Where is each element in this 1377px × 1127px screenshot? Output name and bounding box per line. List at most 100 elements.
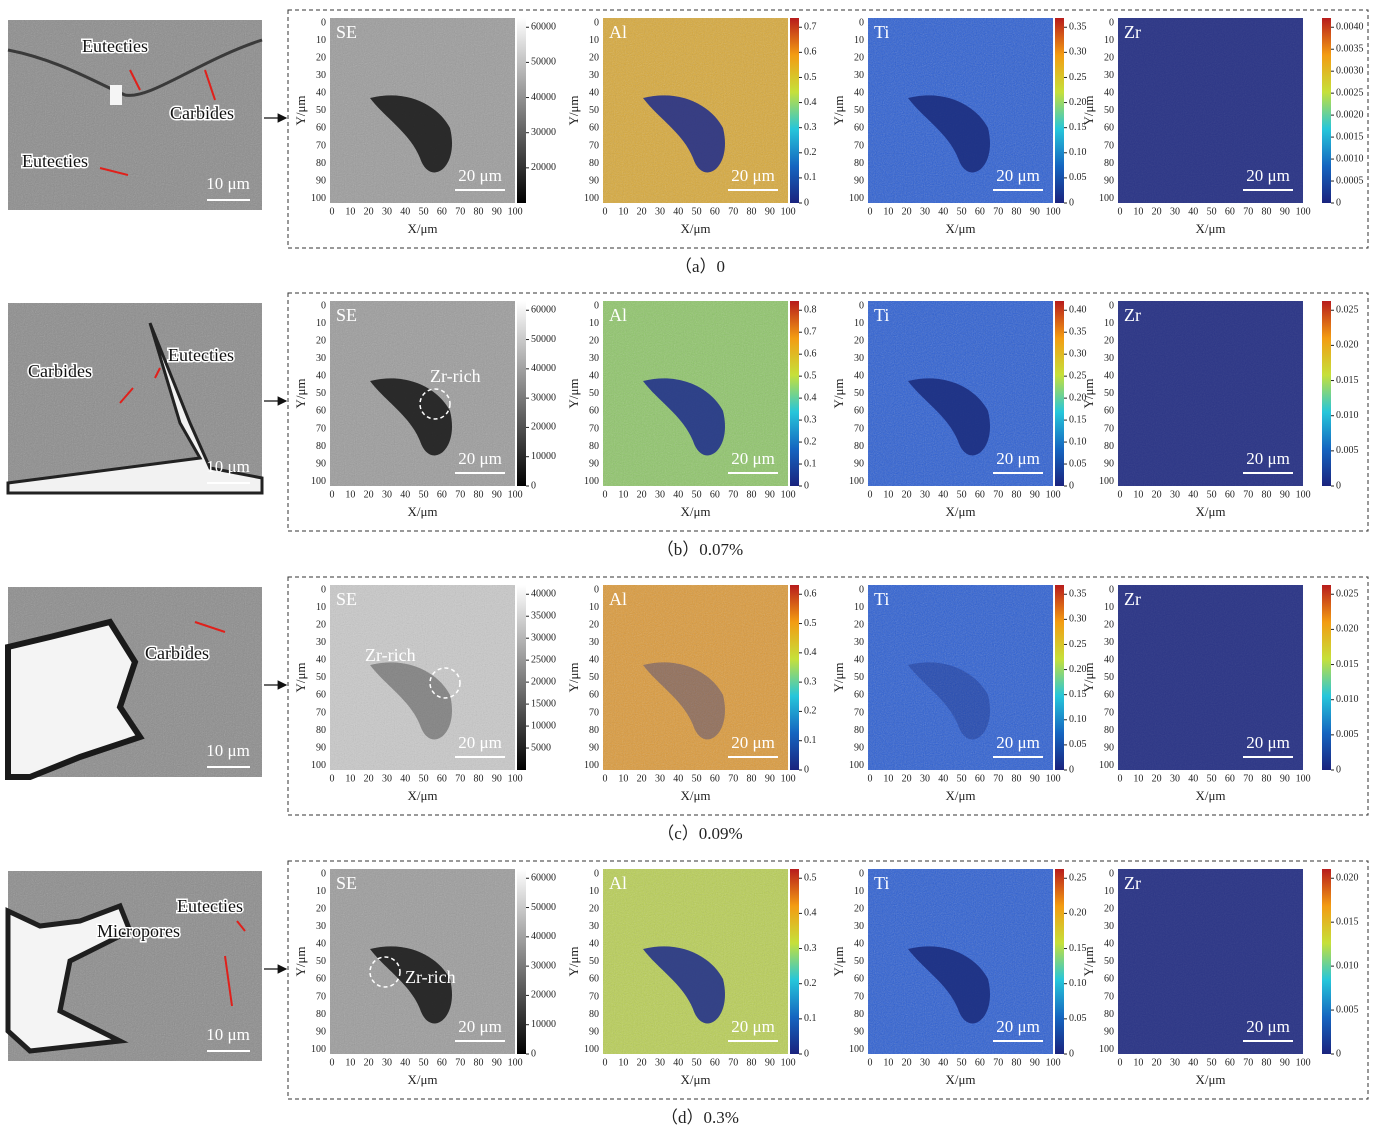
colorbar-tick-label: 0.1 [804,458,817,469]
y-axis-label: Y/μm [831,946,846,976]
y-tick-label: 30 [854,353,864,364]
colorbar-tick-label: 0.35 [1069,589,1087,600]
colorbar [1055,18,1064,203]
colorbar-tick-label: 0.1 [804,172,817,183]
x-tick-label: 60 [710,1057,720,1068]
y-tick-label: 70 [1104,423,1114,434]
colorbar-tick-label: 0.2 [804,978,817,989]
x-tick-label: 40 [400,1057,410,1068]
y-tick-label: 90 [589,175,599,186]
colorbar-tick-label: 0.5 [804,72,817,83]
y-tick-label: 40 [589,939,599,950]
y-tick-label: 20 [854,619,864,630]
x-tick-label: 60 [1225,206,1235,217]
x-tick-label: 40 [938,1057,948,1068]
x-tick-label: 30 [920,1057,930,1068]
x-tick-label: 40 [1188,206,1198,217]
colorbar-tick-label: 0.3 [804,943,817,954]
x-tick-label: 20 [637,1057,647,1068]
caption: （c）0.09% [657,824,742,843]
x-tick-label: 40 [938,773,948,784]
map-scale-label: 20 μm [458,449,502,468]
x-tick-label: 70 [993,206,1003,217]
x-tick-label: 10 [883,773,893,784]
colorbar-tick-label: 0.10 [1069,147,1087,158]
x-tick-label: 20 [364,773,374,784]
colorbar-tick-label: 0.10 [1069,714,1087,725]
y-tick-label: 0 [859,584,864,595]
x-tick-label: 10 [1133,206,1143,217]
overview-label: Eutecties [177,896,243,916]
x-tick-label: 30 [382,773,392,784]
overview-scale-label: 10 μm [206,741,250,760]
colorbar-tick-label: 50000 [531,57,556,68]
y-tick-label: 30 [589,353,599,364]
x-tick-label: 30 [382,206,392,217]
x-tick-label: 50 [1207,1057,1217,1068]
colorbar-tick-label: 0.3 [804,122,817,133]
x-tick-label: 10 [618,206,628,217]
y-tick-label: 20 [316,52,326,63]
colorbar-tick-label: 0.7 [804,327,817,338]
x-tick-label: 90 [765,489,775,500]
colorbar-tick-label: 0.5 [804,618,817,629]
x-tick-label: 0 [330,489,335,500]
y-tick-label: 0 [594,17,599,28]
y-tick-label: 80 [316,725,326,736]
y-tick-label: 60 [316,974,326,985]
colorbar-tick-label: 0.025 [1336,589,1359,600]
x-tick-label: 60 [1225,1057,1235,1068]
colorbar-tick-label: 60000 [531,873,556,884]
y-tick-label: 30 [854,70,864,81]
x-tick-label: 90 [765,773,775,784]
x-tick-label: 70 [1243,1057,1253,1068]
x-tick-label: 30 [655,773,665,784]
y-tick-label: 50 [589,672,599,683]
x-tick-label: 30 [655,489,665,500]
colorbar-tick-label: 0 [531,480,536,491]
x-tick-label: 80 [747,1057,757,1068]
y-tick-label: 80 [589,1009,599,1020]
y-tick-label: 90 [589,1026,599,1037]
x-tick-label: 20 [637,489,647,500]
x-tick-label: 80 [1262,206,1272,217]
x-tick-label: 20 [1152,489,1162,500]
y-tick-label: 20 [854,52,864,63]
colorbar [1055,585,1064,770]
x-tick-label: 100 [1046,489,1061,500]
y-tick-label: 50 [316,672,326,683]
map-scale-label: 20 μm [731,733,775,752]
x-tick-label: 50 [419,206,429,217]
y-tick-label: 100 [1099,476,1114,487]
x-tick-label: 100 [781,773,796,784]
y-axis-label: Y/μm [831,662,846,692]
overview-label: Eutecties [82,36,148,56]
y-tick-label: 90 [854,458,864,469]
y-tick-label: 70 [316,140,326,151]
x-tick-label: 0 [1118,1057,1123,1068]
overview-scale-label: 10 μm [206,1025,250,1044]
x-tick-label: 100 [1046,1057,1061,1068]
x-tick-label: 80 [1012,773,1022,784]
x-tick-label: 40 [673,206,683,217]
map-label: SE [336,305,357,325]
x-tick-label: 100 [508,1057,523,1068]
x-tick-label: 60 [437,1057,447,1068]
colorbar-tick-label: 0.0020 [1336,109,1364,120]
y-tick-label: 10 [1104,886,1114,897]
x-tick-label: 90 [1280,489,1290,500]
x-tick-label: 60 [975,206,985,217]
colorbar-tick-label: 0.30 [1069,348,1087,359]
y-tick-label: 50 [1104,672,1114,683]
colorbar-tick-label: 0 [804,197,809,208]
colorbar-tick-label: 0.020 [1336,340,1359,351]
y-tick-label: 100 [584,1044,599,1055]
map-annotation: Zr-rich [365,645,416,665]
y-tick-label: 0 [1109,584,1114,595]
colorbar-tick-label: 0.3 [804,676,817,687]
y-tick-label: 60 [854,123,864,134]
map-label: SE [336,589,357,609]
x-tick-label: 60 [710,489,720,500]
overview-label: Carbides [145,643,209,663]
colorbar-tick-label: 20000 [531,162,556,173]
